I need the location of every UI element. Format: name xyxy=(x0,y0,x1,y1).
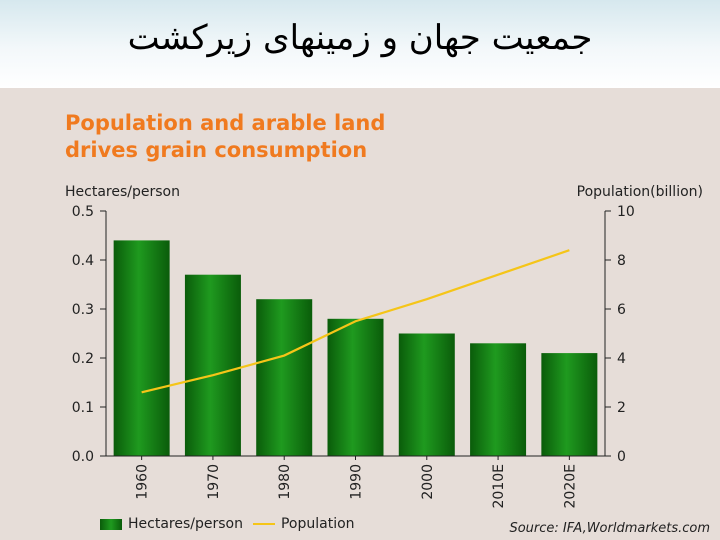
legend-label-line: Population xyxy=(280,516,355,532)
right-axis-label: Population(billion) xyxy=(577,184,703,200)
chart-title-line-1: Population and arable land xyxy=(65,111,386,135)
right-tick-label: 0 xyxy=(617,449,626,465)
legend-swatch-line xyxy=(252,523,275,525)
x-tick-label-2010E: 2010E xyxy=(491,464,507,508)
bar-2020E xyxy=(541,353,598,456)
x-tick-label-1990: 1990 xyxy=(349,464,365,500)
bar-1970 xyxy=(184,274,241,456)
left-tick-label: 0.1 xyxy=(72,400,94,416)
legend-item-bars: Hectares/person xyxy=(100,516,243,532)
x-tick-label-1960: 1960 xyxy=(135,464,151,500)
left-tick-label: 0.3 xyxy=(72,302,94,318)
right-tick-label: 10 xyxy=(617,204,635,220)
left-tick-label: 0.2 xyxy=(72,351,94,367)
chart-layer: 0.0 0.1 0.2 0.3 0.4 0.5 0 2 4 6 8 10 1960 1970 1980 199… xyxy=(72,204,635,508)
x-tick-label-1980: 1980 xyxy=(277,464,293,500)
chart-title-line-2: drives grain consumption xyxy=(65,138,368,162)
left-axis-label: Hectares/person xyxy=(65,184,180,200)
x-tick-label-1970: 1970 xyxy=(206,464,222,500)
bar-1980 xyxy=(256,299,313,456)
legend-label-bars: Hectares/person xyxy=(128,516,243,532)
chart-title: Population and arable land drives grain … xyxy=(65,110,385,164)
right-tick-label: 8 xyxy=(617,253,626,269)
x-tick-label-2020E: 2020E xyxy=(562,464,578,508)
bar-1990 xyxy=(327,318,384,456)
bar-1960 xyxy=(113,240,170,456)
left-tick-label: 0.4 xyxy=(72,253,94,269)
bar-2000 xyxy=(398,333,455,456)
right-tick-label: 6 xyxy=(617,302,626,318)
right-tick-label: 2 xyxy=(617,400,626,416)
x-tick-label-2000: 2000 xyxy=(420,464,436,500)
right-tick-label: 4 xyxy=(617,351,626,367)
bar-2010E xyxy=(470,343,527,456)
source-note: Source: IFA,Worldmarkets.com xyxy=(509,521,710,536)
left-tick-label: 0.0 xyxy=(72,449,94,465)
legend-swatch-bars xyxy=(100,518,122,530)
legend-item-line: Population xyxy=(252,516,355,532)
legend: Hectares/person Population xyxy=(100,514,365,534)
slide-header xyxy=(0,0,720,88)
left-tick-label: 0.5 xyxy=(72,204,94,220)
slide-title: جمعیت جهان و زمینهای زیرکشت xyxy=(127,18,593,58)
